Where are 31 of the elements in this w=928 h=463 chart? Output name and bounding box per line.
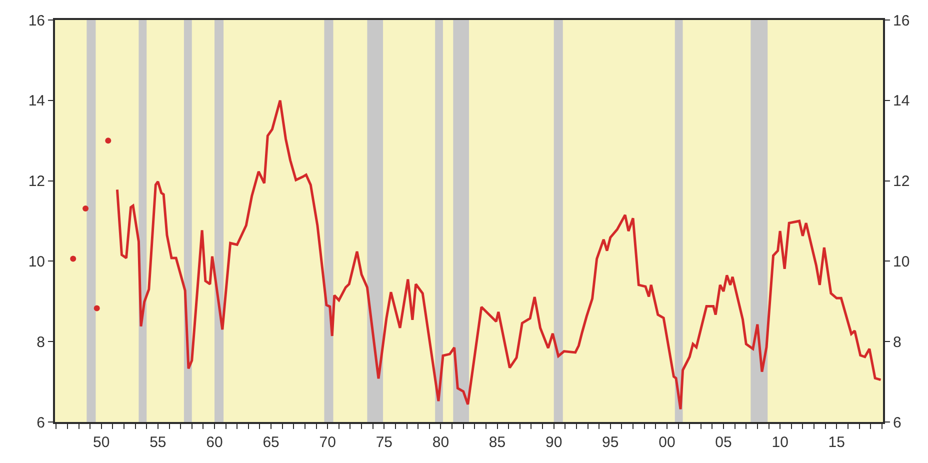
x-tick-label: 15: [828, 434, 845, 451]
point: [105, 138, 112, 144]
x-tick-label: 10: [772, 434, 788, 451]
y-tick-label: 8: [36, 334, 45, 351]
y2-tick-label: 14: [893, 92, 910, 110]
y-tick-label: 16: [28, 12, 45, 30]
x-tick-label: 85: [488, 434, 506, 451]
x-tick-label: 75: [376, 434, 393, 451]
y-tick-label: 6: [36, 414, 45, 432]
x-tick-label: 70: [319, 434, 336, 451]
x-tick-label: 95: [602, 434, 619, 451]
x-tick-label: 50: [93, 434, 110, 451]
line-series: [116, 99, 882, 410]
y-tick-label: 12: [28, 173, 45, 190]
y2-tick-label: 6: [893, 414, 902, 432]
y-tick-label: 10: [28, 253, 45, 270]
x-tick-label: 00: [658, 434, 676, 451]
y2-tick-label: 16: [893, 12, 910, 30]
point: [94, 305, 100, 312]
point: [70, 256, 76, 262]
x-tick-label: 80: [432, 434, 450, 451]
x-tick-label: 65: [262, 434, 280, 451]
y2-tick-label: 8: [893, 334, 902, 351]
x-tick-label: 60: [206, 434, 223, 451]
y2-tick-label: 12: [893, 173, 910, 190]
y-tick-label: 14: [28, 92, 45, 110]
point: [82, 206, 89, 212]
x-tick-label: 55: [150, 434, 166, 451]
x-tick-label: 05: [715, 434, 732, 451]
x-tick-label: 90: [545, 434, 562, 451]
y2-tick-label: 10: [893, 253, 910, 270]
